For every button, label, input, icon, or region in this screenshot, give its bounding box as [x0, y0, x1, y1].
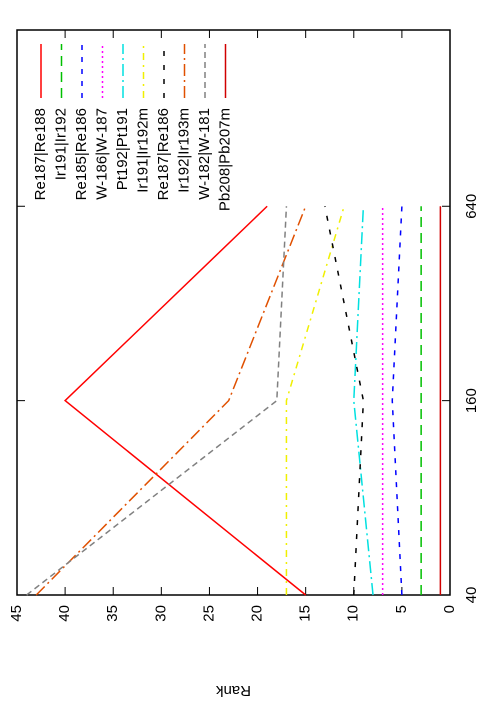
x-tick-label: 160 — [463, 388, 480, 413]
plot-frame — [16, 29, 451, 596]
y-tick-label: 45 — [8, 605, 25, 622]
legend-label: Ir191|Ir192 — [52, 108, 69, 180]
series-line — [26, 206, 288, 596]
y-tick-label: 10 — [345, 605, 362, 622]
series-line — [353, 206, 374, 596]
rotated-plot: 0 5 10 15 20 25 30 35 40 45 40 160 640 Rank Re187|Re18… — [8, 29, 480, 699]
legend-label: Ir192|Ir193m — [175, 108, 192, 193]
y-tick-label: 35 — [104, 605, 121, 622]
x-tick-label: 40 — [463, 587, 480, 604]
legend-label: Re187|Re188 — [32, 108, 49, 200]
legend-label: W-186|W-187 — [93, 108, 110, 200]
series-line — [63, 205, 307, 596]
legend-label: Re185|Re186 — [73, 108, 90, 200]
legend-label: Pb208|Pb207m — [216, 108, 233, 211]
y-axis-label: Rank — [215, 682, 251, 699]
series-line — [324, 206, 365, 596]
x-tick-label: 640 — [463, 194, 480, 219]
y-tick-label: 20 — [249, 605, 266, 622]
y-tick-label: 30 — [152, 605, 169, 622]
legend-label: W-182|W-181 — [196, 108, 213, 200]
y-tick-label: 5 — [393, 605, 410, 613]
legend-label: Pt192|Pt191 — [114, 108, 131, 190]
y-tick-label: 25 — [200, 605, 217, 622]
y-tick-label: 40 — [56, 605, 73, 622]
series-line — [35, 205, 307, 596]
series-line — [285, 206, 345, 595]
series-line — [391, 206, 403, 596]
legend-label: Re187|Re186 — [155, 108, 172, 200]
legend-label: Ir191|Ir192m — [134, 108, 151, 193]
y-tick-label: 15 — [297, 605, 314, 622]
y-tick-label: 0 — [441, 605, 458, 613]
